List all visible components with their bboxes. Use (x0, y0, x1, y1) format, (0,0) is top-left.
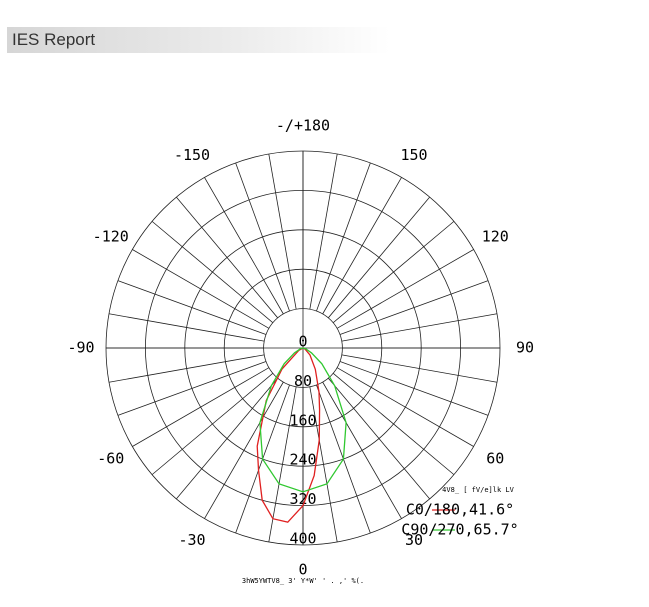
angle-tick-label: 0 (298, 561, 307, 579)
series-line (259, 347, 347, 493)
r-tick-label: 0 (298, 333, 307, 351)
angle-tick-label: 90 (516, 339, 534, 357)
angle-tick-label: 60 (486, 450, 504, 468)
angle-tick-label: -30 (178, 531, 205, 549)
header-title: IES Report (12, 30, 96, 49)
angle-tick-label: -/+180 (276, 117, 330, 135)
legend-label: C0/180,41.6° (406, 501, 514, 519)
angle-tick-label: 150 (400, 146, 427, 164)
r-tick-label: 160 (289, 411, 316, 429)
legend-title: 4V8_ [ fV/e]lk LV (442, 486, 514, 494)
r-tick-label: 320 (289, 490, 316, 508)
angle-tick-label: -60 (97, 450, 124, 468)
header-bar: IES Report (7, 27, 390, 53)
r-tick-label: 80 (294, 372, 312, 390)
r-tick-label: 400 (289, 530, 316, 548)
r-tick-label: 240 (289, 451, 316, 469)
grid-circle (263, 308, 343, 388)
grid-circle (223, 268, 383, 428)
angle-tick-label: -120 (93, 228, 129, 246)
angle-tick-label: 120 (482, 228, 509, 246)
grid-circle (184, 229, 422, 467)
legend-label: C90/270,65.7° (401, 521, 518, 539)
angle-tick-label: 30 (405, 531, 423, 549)
angle-tick-label: -90 (67, 339, 94, 357)
grid-circle (105, 150, 501, 546)
footnote: 3hW5YWTV8_ 3' Y*W' ' . ,' %(. (242, 577, 364, 585)
angle-tick-label: -150 (174, 146, 210, 164)
